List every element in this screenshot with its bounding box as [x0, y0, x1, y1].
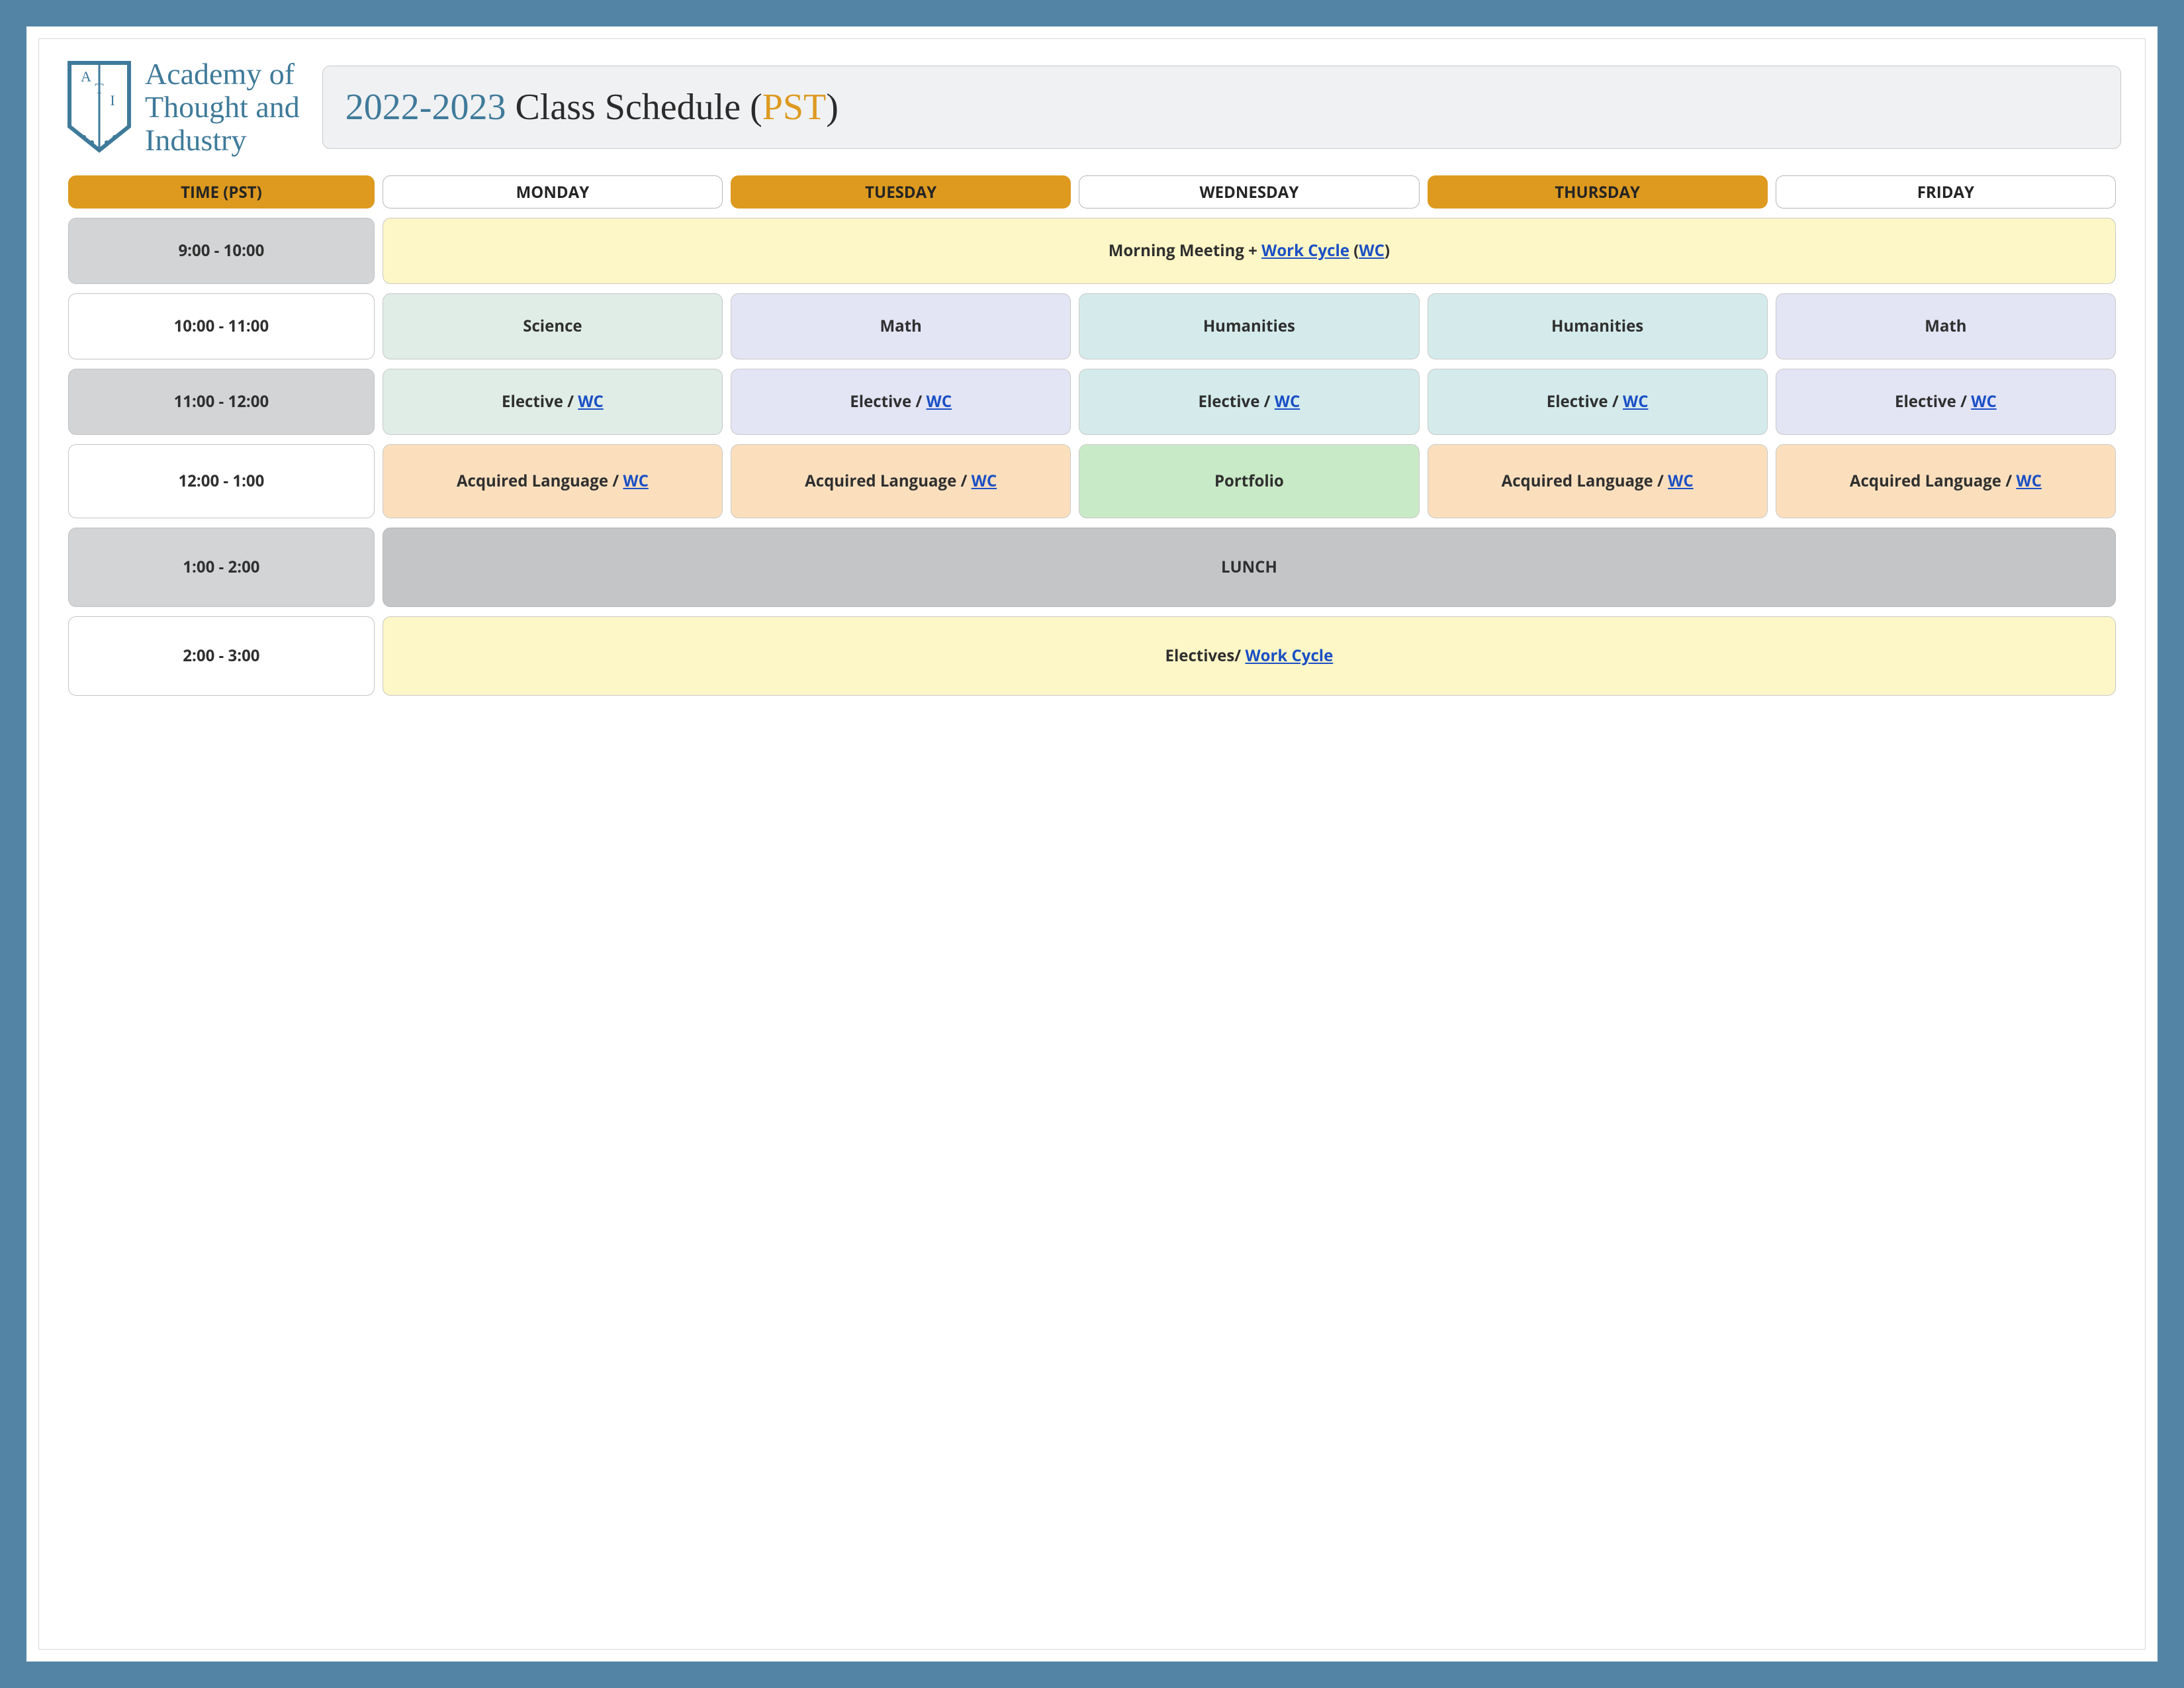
elective-label: Elective / [502, 391, 578, 412]
wc-abbr-link[interactable]: WC [1359, 240, 1385, 261]
mm-open: ( [1349, 240, 1359, 261]
electives-label: Electives/ [1165, 645, 1246, 667]
tue-1200: Acquired Language / WC [731, 444, 1071, 518]
svg-text:A: A [81, 68, 91, 85]
time-0900: 9:00 - 10:00 [68, 218, 375, 284]
thu-1200: Acquired Language / WC [1428, 444, 1768, 518]
block-electives-wc: Electives/ Work Cycle [383, 616, 2116, 696]
wc-link[interactable]: WC [1668, 470, 1694, 492]
thu-1100: Elective / WC [1428, 369, 1768, 435]
header-friday: FRIDAY [1776, 175, 2116, 209]
wc-link[interactable]: WC [578, 391, 604, 412]
wc-link[interactable]: WC [1275, 391, 1300, 412]
header-wednesday: WEDNESDAY [1079, 175, 1419, 209]
header: A T I Academy of Thought and Industry [63, 58, 2121, 157]
elective-label: Elective / [1199, 391, 1275, 412]
header-monday: MONDAY [383, 175, 723, 209]
brand-block: A T I Academy of Thought and Industry [63, 58, 300, 157]
wc-link[interactable]: WC [972, 470, 997, 492]
page-title: 2022-2023 Class Schedule (PST) [322, 66, 2121, 149]
ati-book-icon: A T I [63, 58, 136, 157]
brand-line1: Academy of [145, 58, 300, 91]
wc-link[interactable]: WC [1623, 391, 1649, 412]
mon-1100: Elective / WC [383, 369, 723, 435]
tue-1000: Math [731, 293, 1071, 359]
page-frame: A T I Academy of Thought and Industry [38, 38, 2146, 1650]
header-tuesday: TUESDAY [731, 175, 1071, 209]
block-lunch: LUNCH [383, 528, 2116, 607]
schedule-grid: TIME (PST) MONDAY TUESDAY WEDNESDAY THUR… [63, 175, 2121, 696]
brand-line3: Industry [145, 124, 300, 157]
wed-1100: Elective / WC [1079, 369, 1419, 435]
page: A T I Academy of Thought and Industry [26, 26, 2158, 1662]
wc-link[interactable]: WC [623, 470, 649, 492]
acq-lang-label: Acquired Language / [805, 470, 971, 492]
elective-label: Elective / [850, 391, 926, 412]
work-cycle-link[interactable]: Work Cycle [1245, 645, 1333, 667]
brand-name: Academy of Thought and Industry [145, 58, 300, 156]
svg-text:I: I [110, 92, 114, 109]
wc-link[interactable]: WC [2016, 470, 2042, 492]
wed-1000: Humanities [1079, 293, 1419, 359]
brand-line2: Thought and [145, 91, 300, 124]
header-time: TIME (PST) [68, 175, 375, 209]
svg-text:T: T [95, 80, 104, 97]
mon-1200: Acquired Language / WC [383, 444, 723, 518]
title-year: 2022-2023 [345, 87, 506, 128]
time-1400: 2:00 - 3:00 [68, 616, 375, 696]
mon-1000: Science [383, 293, 723, 359]
time-1100: 11:00 - 12:00 [68, 369, 375, 435]
elective-label: Elective / [1895, 391, 1971, 412]
fri-1200: Acquired Language / WC [1776, 444, 2116, 518]
title-timezone: PST [762, 87, 827, 128]
time-1000: 10:00 - 11:00 [68, 293, 375, 359]
fri-1100: Elective / WC [1776, 369, 2116, 435]
wc-link[interactable]: WC [927, 391, 952, 412]
work-cycle-link[interactable]: Work Cycle [1261, 240, 1349, 261]
wc-link[interactable]: WC [1971, 391, 1997, 412]
acq-lang-label: Acquired Language / [1502, 470, 1668, 492]
header-thursday: THURSDAY [1428, 175, 1768, 209]
thu-1000: Humanities [1428, 293, 1768, 359]
mm-label: Morning Meeting + [1109, 240, 1261, 261]
tue-1100: Elective / WC [731, 369, 1071, 435]
mm-close: ) [1385, 240, 1390, 261]
title-label: Class Schedule ( [506, 87, 762, 128]
title-close: ) [826, 87, 839, 128]
acq-lang-label: Acquired Language / [1850, 470, 2016, 492]
time-1300: 1:00 - 2:00 [68, 528, 375, 607]
acq-lang-label: Acquired Language / [457, 470, 623, 492]
elective-label: Elective / [1547, 391, 1623, 412]
wed-1200: Portfolio [1079, 444, 1419, 518]
block-morning-meeting: Morning Meeting + Work Cycle (WC) [383, 218, 2116, 284]
fri-1000: Math [1776, 293, 2116, 359]
time-1200: 12:00 - 1:00 [68, 444, 375, 518]
